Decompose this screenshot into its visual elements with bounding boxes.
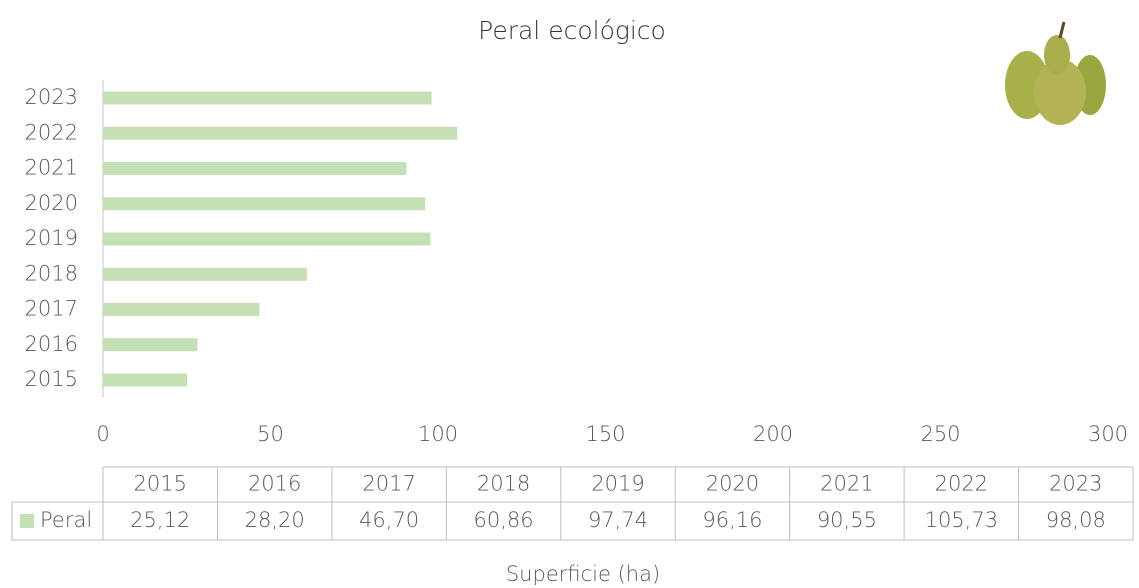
legend-swatch [20, 514, 34, 528]
table-header: 2018 [477, 472, 530, 496]
pear-icon [1005, 21, 1106, 125]
table-header: 2019 [591, 472, 644, 496]
table-header: 2015 [133, 472, 186, 496]
table-value: 98,08 [1046, 508, 1106, 532]
table-value: 28,20 [245, 508, 305, 532]
table-header: 2020 [706, 472, 759, 496]
x-tick-label: 150 [585, 422, 625, 446]
table-header: 2022 [935, 472, 988, 496]
x-tick-label: 50 [257, 422, 284, 446]
bar [103, 126, 458, 140]
table-value: 97,74 [588, 508, 648, 532]
bar [103, 267, 307, 281]
bar [103, 232, 431, 246]
table-header: 2023 [1049, 472, 1102, 496]
bar [103, 338, 198, 352]
y-tick-label: 2019 [25, 226, 78, 250]
table-header: 2021 [820, 472, 873, 496]
x-axis-label: Superficie (ha) [506, 562, 660, 586]
y-tick-label: 2022 [25, 120, 78, 144]
y-tick-label: 2015 [25, 367, 78, 391]
legend-label: Peral [40, 508, 92, 532]
y-tick-label: 2016 [25, 332, 78, 356]
table-header: 2017 [362, 472, 415, 496]
x-tick-label: 200 [753, 422, 793, 446]
bar [103, 162, 407, 175]
x-tick-label: 100 [418, 422, 458, 446]
table-value: 46,70 [359, 508, 419, 532]
bar [103, 197, 426, 211]
y-tick-label: 2017 [25, 297, 78, 321]
chart-title: Peral ecológico [478, 16, 666, 45]
x-tick-label: 0 [96, 422, 109, 446]
x-tick-label: 300 [1088, 422, 1128, 446]
table-value: 96,16 [702, 508, 762, 532]
y-tick-label: 2018 [25, 261, 78, 285]
bar [103, 303, 260, 316]
table-value: 25,12 [130, 508, 190, 532]
bar [103, 91, 432, 105]
table-value: 60,86 [473, 508, 533, 532]
table-value: 90,55 [817, 508, 877, 532]
y-tick-label: 2023 [25, 85, 78, 109]
x-tick-label: 250 [920, 422, 960, 446]
bar [103, 373, 188, 387]
y-tick-label: 2021 [25, 156, 78, 180]
table-value: 105,73 [925, 508, 998, 532]
y-tick-label: 2020 [25, 191, 78, 215]
table-header: 2016 [248, 472, 301, 496]
